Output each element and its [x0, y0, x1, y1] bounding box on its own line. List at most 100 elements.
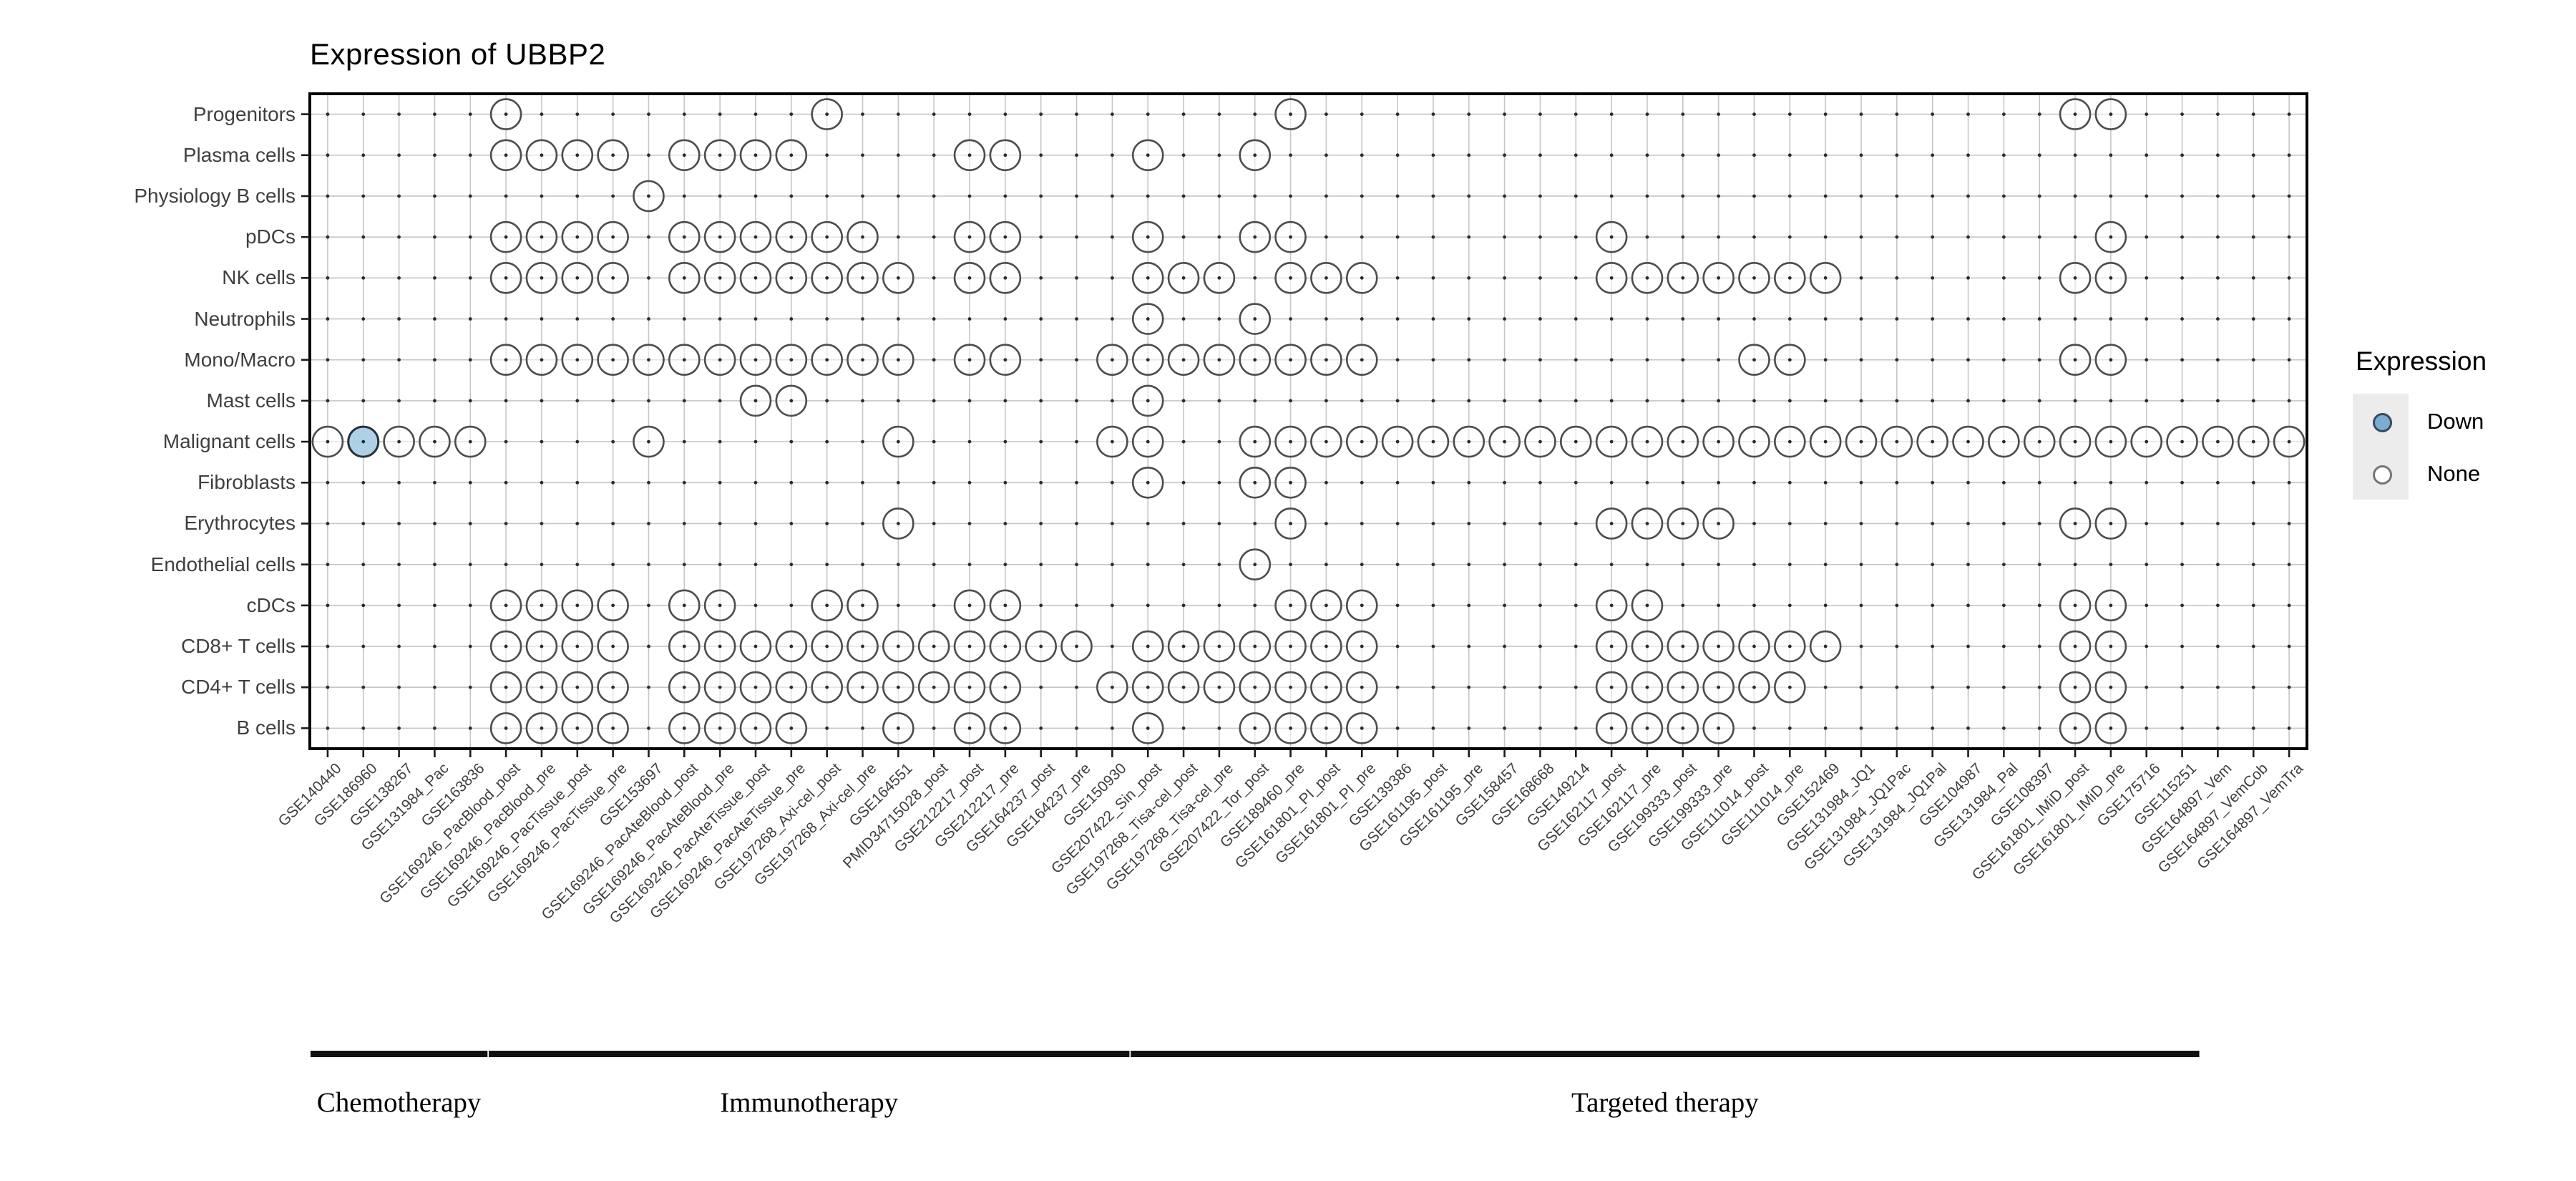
grid-point: [1217, 358, 1221, 362]
grid-point: [789, 235, 794, 239]
grid-point: [1681, 644, 1685, 648]
grid-point: [1075, 685, 1078, 689]
grid-point: [1931, 153, 1935, 157]
grid-point: [1039, 399, 1043, 403]
grid-point: [2287, 194, 2291, 198]
grid-point: [2251, 726, 2255, 730]
grid-point: [789, 480, 794, 485]
grid-point: [2073, 399, 2077, 403]
grid-point: [361, 480, 366, 485]
grid-point: [1752, 563, 1756, 567]
grid-point: [789, 153, 794, 157]
grid-point: [1787, 563, 1792, 567]
grid-point: [326, 726, 330, 730]
grid-point: [1360, 358, 1364, 362]
grid-point: [1717, 563, 1721, 567]
grid-point: [1645, 603, 1649, 608]
grid-point: [397, 522, 401, 525]
grid-point: [1717, 317, 1721, 321]
grid-point: [1217, 563, 1221, 567]
grid-point: [1503, 685, 1507, 689]
grid-point: [682, 726, 686, 730]
grid-point: [397, 480, 401, 485]
grid-point: [1823, 439, 1828, 444]
grid-point: [2216, 644, 2220, 648]
grid-point: [2037, 358, 2041, 362]
grid-point: [1717, 644, 1721, 648]
therapy-group-label: Chemotherapy: [316, 1087, 482, 1118]
grid-point: [575, 726, 580, 730]
grid-point: [326, 153, 330, 157]
grid-point: [789, 439, 794, 444]
grid-point: [2287, 726, 2291, 730]
grid-point: [1609, 563, 1614, 567]
grid-point: [2180, 439, 2184, 444]
grid-point: [1645, 276, 1649, 280]
grid-point: [1503, 235, 1507, 239]
grid-point: [2251, 603, 2255, 608]
grid-point: [1039, 112, 1043, 116]
grid-point: [1289, 276, 1292, 280]
grid-point: [2145, 685, 2149, 689]
grid-point: [2287, 358, 2291, 362]
grid-point: [1823, 563, 1828, 567]
grid-point: [1217, 235, 1221, 239]
grid-point: [433, 603, 436, 608]
grid-point: [861, 685, 864, 689]
grid-point: [1217, 522, 1221, 525]
grid-point: [825, 439, 829, 444]
grid-point: [1110, 399, 1114, 403]
grid-point: [1895, 194, 1899, 198]
grid-point: [326, 276, 330, 280]
grid-point: [1645, 685, 1649, 689]
grid-point: [1574, 603, 1578, 608]
grid-point: [718, 480, 722, 485]
grid-point: [1181, 522, 1186, 525]
grid-point: [825, 317, 829, 321]
grid-point: [1360, 235, 1364, 239]
grid-point: [1181, 194, 1186, 198]
grid-point: [647, 522, 650, 525]
grid-point: [1966, 194, 1970, 198]
grid-point: [789, 112, 794, 116]
grid-point: [967, 399, 972, 403]
grid-point: [1146, 153, 1150, 157]
grid-point: [753, 112, 758, 116]
grid-point: [1787, 644, 1792, 648]
grid-point: [2287, 399, 2291, 403]
grid-point: [825, 685, 829, 689]
grid-point: [932, 522, 936, 525]
grid-point: [1931, 522, 1935, 525]
grid-point: [1395, 644, 1400, 648]
grid-point: [789, 603, 794, 608]
grid-point: [2216, 235, 2220, 239]
grid-point: [896, 399, 900, 403]
grid-point: [1859, 522, 1863, 525]
grid-point: [2037, 603, 2041, 608]
grid-point: [575, 439, 580, 444]
grid-point: [2001, 399, 2006, 403]
grid-point: [1003, 358, 1008, 362]
grid-point: [1395, 153, 1400, 157]
grid-point: [1752, 685, 1756, 689]
grid-point: [1966, 522, 1970, 525]
grid-point: [1823, 235, 1828, 239]
grid-point: [468, 317, 472, 321]
grid-point: [1039, 603, 1043, 608]
grid-point: [753, 276, 758, 280]
grid-point: [2251, 563, 2255, 567]
grid-point: [2180, 317, 2184, 321]
grid-point: [1039, 276, 1043, 280]
y-axis-label: B cells: [236, 716, 296, 739]
grid-point: [1574, 235, 1578, 239]
grid-point: [825, 112, 829, 116]
grid-point: [1324, 644, 1328, 648]
grid-point: [2001, 358, 2006, 362]
grid-point: [504, 563, 508, 567]
grid-point: [1859, 685, 1863, 689]
grid-point: [2109, 358, 2113, 362]
grid-point: [1075, 644, 1078, 648]
grid-point: [1181, 276, 1186, 280]
grid-point: [1538, 480, 1542, 485]
grid-point: [1538, 153, 1542, 157]
